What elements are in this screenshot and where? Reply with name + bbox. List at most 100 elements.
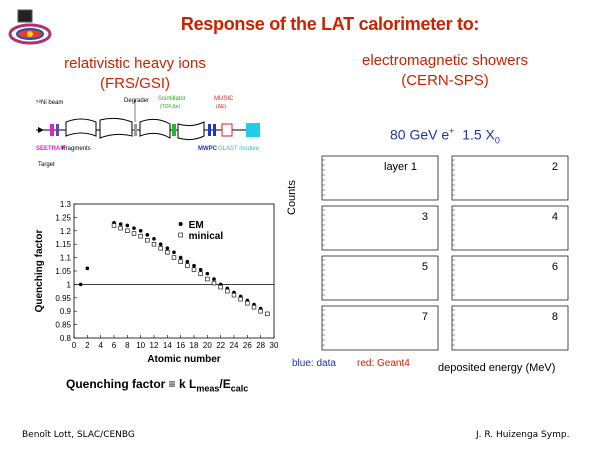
x-tick-label: 6 bbox=[112, 341, 117, 350]
legend-entry: EM bbox=[189, 220, 204, 231]
ni-beam-label: ⁵⁸Ni beam bbox=[36, 99, 63, 106]
minical-point bbox=[145, 237, 150, 243]
minical-point bbox=[238, 296, 243, 302]
layer-label: 2 bbox=[552, 161, 558, 173]
layer-panel: 5 bbox=[322, 256, 439, 301]
em-point bbox=[132, 226, 136, 230]
layer-label: 7 bbox=[422, 311, 428, 323]
layer-label: 4 bbox=[552, 211, 558, 223]
minical-point bbox=[118, 225, 123, 231]
panel-frame bbox=[321, 205, 439, 251]
minical-point bbox=[198, 271, 203, 276]
minical-point bbox=[218, 284, 223, 290]
layer-histogram-grid: layer 1 2 3 4 5 6 7 8 bbox=[300, 150, 569, 351]
dipole-magnet-1 bbox=[65, 118, 97, 137]
minical-point bbox=[165, 250, 170, 255]
showers-heading: electromagnetic showers (CERN-SPS) bbox=[330, 51, 560, 91]
x-tick-label: 16 bbox=[176, 341, 185, 350]
layer-panel: 4 bbox=[452, 206, 569, 251]
formula-mid: /E bbox=[219, 377, 231, 391]
mwpc-2 bbox=[213, 124, 216, 136]
minical-point bbox=[185, 263, 190, 268]
formula-sub-calc: calc bbox=[230, 383, 249, 394]
beam-energy: 80 GeV e bbox=[390, 126, 450, 143]
music-sublabel: (ΔE) bbox=[216, 104, 226, 110]
x-tick-label: 4 bbox=[98, 341, 103, 350]
beam-energy-heading: 80 GeV e+ 1.5 X0 bbox=[390, 126, 500, 145]
y-tick-label: 1.2 bbox=[60, 227, 72, 236]
minical-point bbox=[205, 276, 210, 282]
scintillator-sublabel: (TOF,Δe) bbox=[160, 104, 181, 110]
quenching-formula: Quenching factor ≡ k Lmeas/Ecalc bbox=[66, 377, 248, 393]
panel-frame bbox=[451, 155, 569, 201]
fragments-label: Fragments bbox=[62, 146, 91, 152]
footer-event: J. R. Huizenga Symp. bbox=[476, 430, 570, 440]
minical-point bbox=[265, 311, 270, 317]
ions-heading: relativistic heavy ions (FRS/GSI) bbox=[30, 54, 240, 94]
minical-point bbox=[131, 231, 137, 236]
degrader-block bbox=[134, 124, 137, 136]
y-tick-label: 0.85 bbox=[55, 321, 71, 330]
layer-panel: 3 bbox=[321, 205, 439, 251]
minical-point bbox=[125, 228, 130, 233]
minical-point bbox=[111, 223, 117, 228]
layer-label: 6 bbox=[552, 261, 558, 273]
em-point bbox=[125, 223, 130, 228]
y-tick-label: 1 bbox=[67, 280, 72, 289]
beam-arrow-icon bbox=[38, 127, 44, 133]
layer-panel: 2 bbox=[451, 155, 569, 201]
x-tick-label: 24 bbox=[230, 341, 239, 350]
footer-author: Benoît Lott, SLAC/CENBG bbox=[22, 430, 135, 440]
layer-panel: 6 bbox=[452, 256, 569, 301]
seetram-label: SEETRAM bbox=[36, 146, 65, 152]
em-point bbox=[198, 267, 203, 272]
x-tick-label: 0 bbox=[72, 341, 77, 350]
y-tick-label: 0.95 bbox=[55, 294, 71, 303]
em-point bbox=[118, 222, 123, 226]
em-point bbox=[212, 277, 216, 281]
y-tick-label: 0.9 bbox=[60, 307, 72, 316]
y-tick-label: 0.8 bbox=[60, 334, 72, 343]
glast-module-block bbox=[246, 123, 260, 137]
layer-label: 3 bbox=[422, 211, 428, 223]
scintillator-block bbox=[172, 124, 176, 136]
legend-geant4: red: Geant4 bbox=[357, 358, 410, 369]
minical-point bbox=[245, 300, 250, 306]
legend-em-marker bbox=[178, 222, 183, 226]
counts-axis-label: Counts bbox=[286, 180, 298, 215]
em-point bbox=[165, 246, 170, 251]
legend-minical-marker bbox=[178, 232, 183, 238]
glast-module-label: GLAST module bbox=[218, 146, 260, 152]
em-point bbox=[172, 250, 176, 255]
minical-point bbox=[158, 246, 163, 251]
ions-heading-line2: (FRS/GSI) bbox=[100, 75, 170, 92]
legend-entry: minical bbox=[189, 231, 224, 242]
music-chamber bbox=[221, 123, 233, 137]
target-foil bbox=[56, 124, 59, 136]
dipole-magnet-2 bbox=[99, 117, 133, 139]
music-label: MUSIC bbox=[214, 96, 234, 102]
mwpc-1 bbox=[208, 124, 211, 136]
slide-title: Response of the LAT calorimeter to: bbox=[180, 14, 480, 34]
x-tick-label: 8 bbox=[125, 341, 130, 350]
panel-frame bbox=[451, 305, 569, 351]
em-point bbox=[78, 282, 83, 287]
formula-prefix: Quenching factor ≡ k L bbox=[66, 377, 197, 391]
em-point bbox=[178, 255, 183, 260]
em-point bbox=[85, 266, 90, 271]
minical-point bbox=[211, 280, 217, 286]
seetram-foil bbox=[50, 124, 54, 136]
layer-panel: layer 1 bbox=[322, 156, 439, 201]
deposited-energy-label: deposited energy (MeV) bbox=[438, 362, 556, 374]
em-point bbox=[138, 229, 143, 233]
x-tick-label: 28 bbox=[256, 341, 265, 350]
y-tick-label: 1.3 bbox=[60, 200, 72, 209]
em-point bbox=[185, 259, 190, 264]
layer-panel: 7 bbox=[322, 306, 439, 351]
formula-sub-meas: meas bbox=[196, 383, 220, 394]
em-point bbox=[145, 233, 150, 237]
em-point bbox=[152, 237, 156, 241]
y-tick-label: 1.25 bbox=[55, 213, 71, 222]
x-tick-label: 30 bbox=[270, 341, 279, 350]
